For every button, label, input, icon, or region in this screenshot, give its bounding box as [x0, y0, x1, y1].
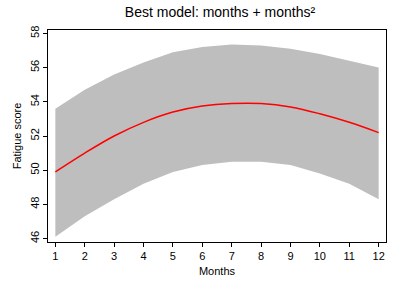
- svg-text:Best model: months + months²: Best model: months + months²: [125, 4, 316, 20]
- svg-text:7: 7: [229, 250, 235, 262]
- svg-text:Months: Months: [199, 265, 236, 277]
- svg-text:4: 4: [140, 250, 146, 262]
- svg-text:1: 1: [52, 250, 58, 262]
- svg-text:10: 10: [314, 250, 326, 262]
- svg-text:3: 3: [111, 250, 117, 262]
- svg-text:11: 11: [344, 250, 355, 262]
- svg-text:6: 6: [199, 250, 205, 262]
- svg-text:56: 56: [29, 60, 41, 72]
- svg-text:8: 8: [258, 250, 264, 262]
- svg-text:9: 9: [287, 250, 293, 262]
- svg-text:5: 5: [170, 250, 176, 262]
- svg-text:52: 52: [29, 128, 41, 140]
- svg-text:46: 46: [29, 231, 41, 243]
- svg-text:Fatigue score: Fatigue score: [11, 103, 23, 170]
- svg-text:50: 50: [29, 162, 41, 174]
- svg-text:2: 2: [82, 250, 88, 262]
- svg-text:58: 58: [29, 26, 41, 38]
- svg-text:48: 48: [29, 197, 41, 209]
- svg-text:54: 54: [29, 94, 41, 106]
- svg-text:12: 12: [373, 250, 385, 262]
